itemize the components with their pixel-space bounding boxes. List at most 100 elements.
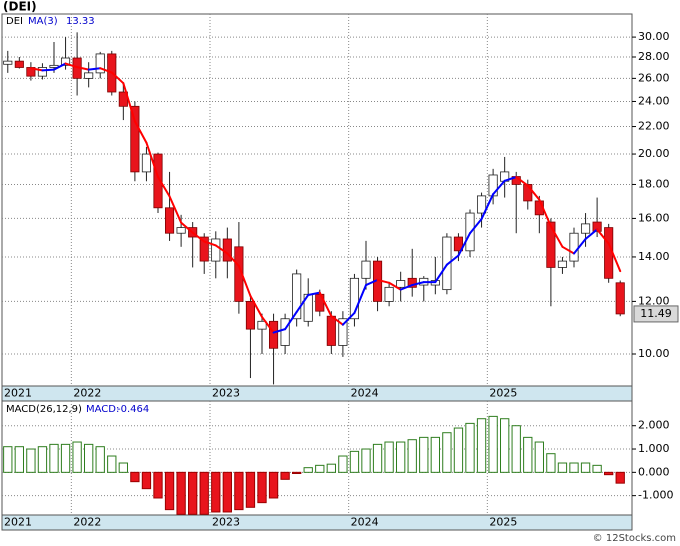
- candle-body: [95, 53, 105, 74]
- candle-body: [257, 320, 267, 330]
- candle-body: [153, 153, 163, 209]
- ma-line: [180, 221, 194, 234]
- ma-line: [365, 278, 379, 287]
- macd-bar: [130, 471, 140, 483]
- macd-bar: [453, 427, 464, 473]
- candle-body: [199, 236, 209, 262]
- x-tick-label: 2023: [212, 516, 240, 529]
- plot-layer: 10.00 12.00 14.00 16.00 18.00 20.00 22.00 24.00…: [2, 14, 679, 529]
- ma-line: [110, 71, 125, 85]
- macd-bar: [60, 443, 71, 473]
- macd-bar: [338, 455, 348, 473]
- candle-body: [384, 286, 394, 302]
- ma-line: [376, 278, 391, 284]
- candle-body: [442, 236, 452, 291]
- candle-body: [60, 57, 71, 66]
- ma-line: [226, 252, 240, 267]
- candle-body: [37, 67, 48, 77]
- macd-bar: [49, 443, 59, 473]
- ma-line: [457, 232, 471, 257]
- candle-body: [280, 318, 290, 346]
- ma-line: [99, 67, 113, 74]
- candle-body: [546, 221, 556, 268]
- x-tick-label: 2024: [351, 516, 379, 529]
- ma-line: [330, 315, 344, 326]
- macd-bar: [315, 464, 325, 473]
- ma-line: [168, 195, 183, 224]
- ma-line: [549, 225, 564, 248]
- ma-line: [307, 291, 321, 296]
- macd-bar: [557, 462, 568, 473]
- ma-line: [214, 244, 229, 255]
- macd-bar: [303, 467, 313, 473]
- macd-name: MACD(26,12,9): [6, 404, 82, 415]
- macd-bar: [153, 471, 163, 499]
- ma-line: [122, 82, 136, 123]
- candle-body: [14, 60, 24, 68]
- y-tick-label: 10.00: [638, 347, 670, 360]
- macd-value-name: MACD:: [86, 404, 119, 415]
- y-tick-label: 22.00: [638, 120, 670, 133]
- ma-line: [318, 291, 333, 318]
- chart-title: (DEI): [3, 0, 37, 14]
- ma-line: [272, 328, 287, 334]
- candle-body: [245, 301, 256, 330]
- x-tick-label: 2025: [489, 516, 517, 529]
- ma-line: [41, 68, 55, 72]
- candle-body: [268, 320, 279, 349]
- price-tag: [633, 305, 679, 323]
- macd-bar: [580, 462, 591, 473]
- macd-bar: [592, 464, 602, 473]
- candle-body: [338, 318, 348, 346]
- candle-body: [615, 282, 625, 315]
- macd-bar: [188, 471, 198, 515]
- macd-bar: [234, 471, 244, 511]
- ma-line: [434, 263, 448, 284]
- ma-line: [561, 245, 575, 255]
- ma-line: [469, 217, 483, 235]
- ma-line: [388, 281, 402, 291]
- footer: © 12Stocks.com: [593, 533, 676, 544]
- macd-bar: [280, 471, 290, 480]
- candle-body: [407, 277, 417, 288]
- y-tick-label: 20.00: [638, 147, 670, 160]
- macd-value: -0.464: [117, 404, 149, 415]
- y-tick-label: 2.000: [638, 419, 670, 432]
- ma-line: [203, 240, 217, 247]
- x-tick-label: 2021: [4, 516, 32, 529]
- y-tick-label: 18.00: [638, 177, 670, 190]
- ma-line: [249, 294, 263, 318]
- candle-body: [476, 195, 487, 214]
- macd-bar: [500, 418, 510, 473]
- macd-bar: [615, 471, 625, 484]
- candle-body: [569, 232, 579, 262]
- candle-body: [592, 221, 602, 232]
- macd-bar: [211, 471, 221, 513]
- candle-body: [349, 277, 360, 320]
- ma-name: MA(3): [28, 16, 58, 27]
- macd-bar: [72, 441, 82, 473]
- ma-value: 13.33: [66, 16, 95, 27]
- ma-line: [157, 176, 171, 198]
- candle-body: [396, 280, 406, 288]
- candle-body: [292, 273, 302, 320]
- ma-line: [515, 176, 529, 187]
- y-tick-label: 30.00: [638, 30, 670, 43]
- candle-body: [453, 236, 464, 252]
- ma-line: [295, 293, 310, 313]
- candle-body: [211, 238, 221, 262]
- macd-bar: [84, 443, 94, 473]
- x-tick-label: 2022: [73, 516, 101, 529]
- ma-line: [145, 141, 159, 179]
- macd-bar: [222, 471, 232, 513]
- ma-line: [399, 284, 414, 291]
- candle-body: [326, 315, 336, 346]
- ma-line: [492, 179, 506, 196]
- macd-bar: [546, 453, 556, 473]
- macd-bar: [257, 471, 267, 504]
- ma-line: [341, 311, 356, 326]
- ma-line: [538, 198, 552, 228]
- x-tick-label: 2024: [351, 387, 379, 400]
- macd-bar: [523, 436, 533, 473]
